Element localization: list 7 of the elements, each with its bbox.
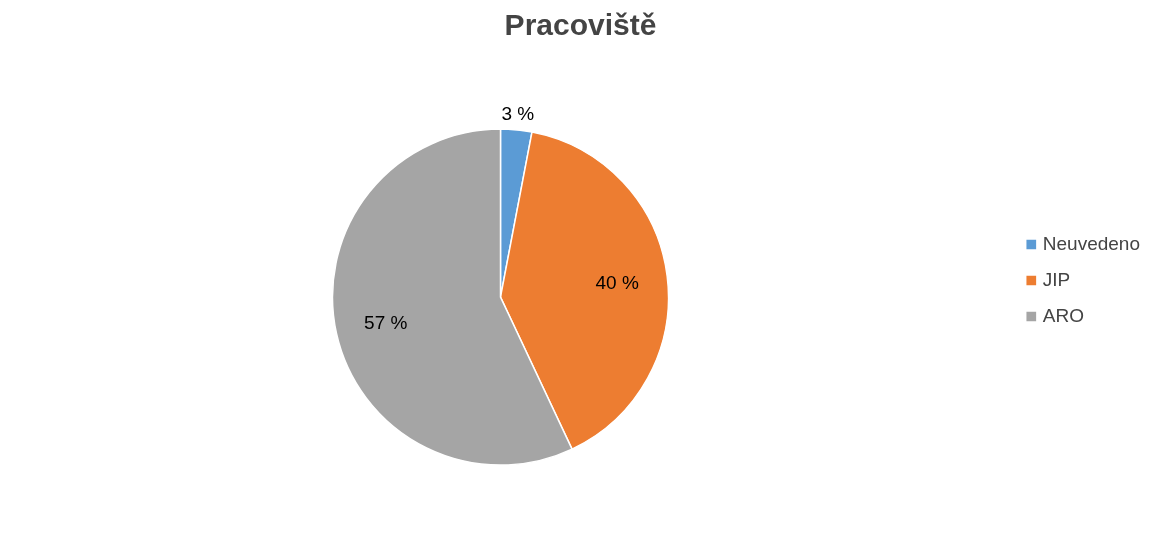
data-label: 57 % <box>364 312 408 334</box>
legend-label: Neuvedeno <box>1042 233 1140 255</box>
data-label: 3 % <box>501 102 535 124</box>
legend-label: JIP <box>1042 269 1071 291</box>
data-label: 40 % <box>595 271 639 293</box>
chart-title: Pracoviště <box>504 7 657 41</box>
legend-label: ARO <box>1042 305 1084 327</box>
